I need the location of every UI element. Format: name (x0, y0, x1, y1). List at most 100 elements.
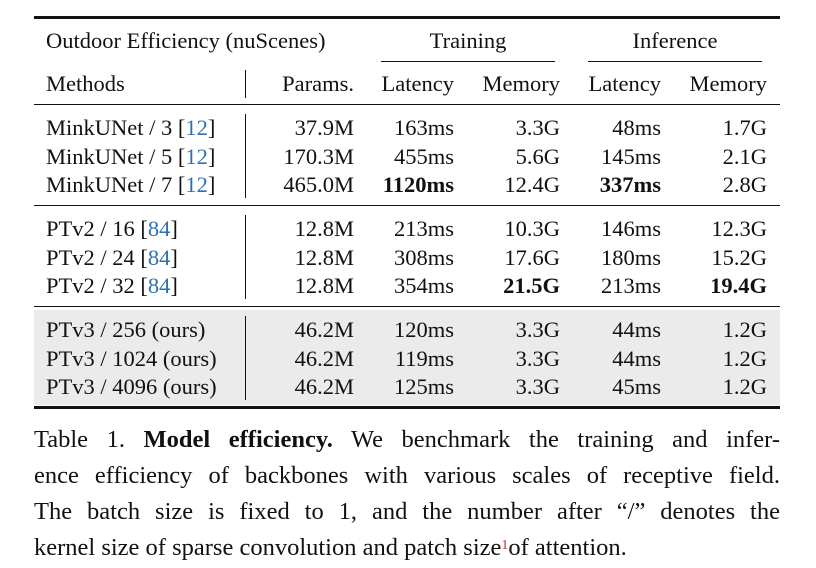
cell-inf-latency: 180ms (600, 244, 661, 270)
footnote-link[interactable]: 1 (501, 538, 509, 553)
inference-group-rule (588, 61, 762, 63)
col-header-inf-memory: Memory (689, 71, 768, 96)
cell-train-memory: 3.3G (515, 345, 560, 371)
col-header-train-memory: Memory (482, 71, 561, 96)
method-label: MinkUNet / 5 [ (46, 143, 186, 169)
cell-inf-latency: 44ms (612, 317, 661, 342)
method-name: MinkUNet / 5 [12] (46, 143, 215, 171)
group2-divider (245, 215, 247, 299)
method-label: MinkUNet / 3 [ (46, 115, 186, 140)
header-divider (245, 70, 247, 98)
citation-bracket: ] (207, 172, 216, 197)
citation-bracket: ] (170, 273, 178, 298)
cell-params: 46.2M (294, 345, 354, 371)
method-name: PTv3 / 256 (ours) (46, 316, 205, 344)
citation-bracket: ] (170, 216, 178, 241)
col-header-inf-latency: Latency (588, 71, 661, 96)
cell-inf-latency: 48ms (612, 115, 661, 140)
ours-highlight-band (34, 310, 780, 405)
cell-params: 12.8M (294, 216, 354, 241)
method-label: MinkUNet / 7 [ (46, 172, 186, 197)
top-rule (34, 16, 780, 19)
caption-line1: We benchmark the training and infer- (350, 426, 780, 453)
cell-train-latency: 308ms (393, 244, 454, 270)
citation-link[interactable]: 12 (185, 143, 208, 169)
cell-train-latency: 163ms (393, 115, 454, 140)
cell-train-latency: 354ms (393, 273, 454, 298)
method-label: PTv3 / 256 (ours) (46, 317, 206, 342)
method-name: PTv3 / 1024 (ours) (46, 345, 217, 373)
cell-train-memory: 21.5G (503, 273, 560, 298)
citation-bracket: ] (170, 244, 178, 270)
group3-divider (245, 316, 247, 400)
cell-train-memory: 3.3G (515, 374, 560, 399)
citation-link[interactable]: 84 (147, 273, 171, 298)
table-caption: Table 1. Model efficiency. We benchmark … (34, 422, 780, 566)
group-rule-1 (34, 205, 780, 207)
method-name: PTv2 / 32 [84] (46, 272, 178, 300)
method-label: PTv3 / 1024 (ours) (46, 345, 217, 371)
cell-inf-memory: 2.1G (722, 143, 767, 169)
efficiency-table: Outdoor Efficiency (nuScenes) Training I… (34, 16, 780, 409)
table-corner-title: Outdoor Efficiency (nuScenes) (46, 28, 326, 53)
cell-train-memory: 12.4G (504, 172, 560, 197)
cell-train-latency: 120ms (393, 317, 454, 342)
cell-params: 46.2M (294, 317, 354, 342)
caption-label: Table 1. (34, 426, 125, 453)
training-group-header: Training (429, 28, 507, 53)
method-label: PTv2 / 32 [ (46, 273, 148, 298)
bottom-rule (34, 406, 780, 409)
cell-inf-latency: 145ms (600, 143, 661, 169)
cell-inf-memory: 15.2G (711, 244, 767, 270)
cell-inf-latency: 337ms (599, 172, 661, 197)
method-name: PTv3 / 4096 (ours) (46, 373, 217, 401)
cell-params: 12.8M (294, 244, 354, 270)
cell-inf-memory: 2.8G (722, 172, 767, 197)
citation-bracket: ] (207, 115, 216, 140)
cell-train-memory: 17.6G (504, 244, 560, 270)
cell-inf-memory: 1.7G (722, 115, 767, 140)
method-label: PTv2 / 24 [ (46, 244, 148, 270)
cell-params: 46.2M (294, 374, 354, 399)
cell-train-latency: 455ms (393, 143, 454, 169)
cell-train-latency: 213ms (393, 216, 454, 241)
col-header-params: Params. (282, 71, 354, 96)
caption-line4a: kernel size of sparse convolution and pa… (34, 534, 502, 561)
cell-train-memory: 3.3G (515, 317, 560, 342)
cell-inf-memory: 1.2G (722, 345, 767, 371)
caption-line2: ence efficiency of backbones with variou… (34, 462, 780, 489)
cell-params: 37.9M (294, 115, 354, 140)
cell-train-latency: 125ms (393, 374, 454, 399)
method-name: PTv2 / 24 [84] (46, 244, 178, 272)
caption-line4b: of attention. (508, 534, 627, 561)
cell-inf-latency: 45ms (612, 374, 661, 399)
cell-train-memory: 5.6G (515, 143, 560, 169)
method-label: PTv3 / 4096 (ours) (46, 374, 217, 399)
cell-params: 170.3M (283, 143, 354, 169)
method-label: PTv2 / 16 [ (46, 216, 148, 241)
cell-inf-memory: 12.3G (711, 216, 767, 241)
cell-inf-memory: 1.2G (722, 317, 767, 342)
method-name: MinkUNet / 3 [12] (46, 114, 215, 142)
inference-group-header: Inference (632, 28, 718, 53)
caption-line3: The batch size is fixed to 1, and the nu… (34, 498, 780, 525)
citation-link[interactable]: 12 (185, 172, 208, 197)
group-rule-2 (34, 306, 780, 308)
citation-link[interactable]: 84 (147, 216, 171, 241)
citation-link[interactable]: 12 (185, 115, 208, 140)
citation-bracket: ] (207, 143, 216, 169)
method-name: PTv2 / 16 [84] (46, 215, 178, 243)
cell-params: 12.8M (294, 273, 354, 298)
cell-train-latency: 119ms (394, 345, 454, 371)
cell-inf-memory: 1.2G (722, 374, 767, 399)
cell-inf-latency: 213ms (600, 273, 661, 298)
cell-train-memory: 3.3G (515, 115, 560, 140)
method-name: MinkUNet / 7 [12] (46, 171, 215, 199)
caption-bold-title: Model efficiency. (143, 426, 333, 453)
cell-inf-memory: 19.4G (710, 273, 767, 298)
cell-params: 465.0M (283, 172, 354, 197)
training-group-rule (381, 61, 555, 63)
citation-link[interactable]: 84 (147, 244, 171, 270)
cell-train-memory: 10.3G (504, 216, 560, 241)
col-header-methods: Methods (46, 71, 125, 96)
